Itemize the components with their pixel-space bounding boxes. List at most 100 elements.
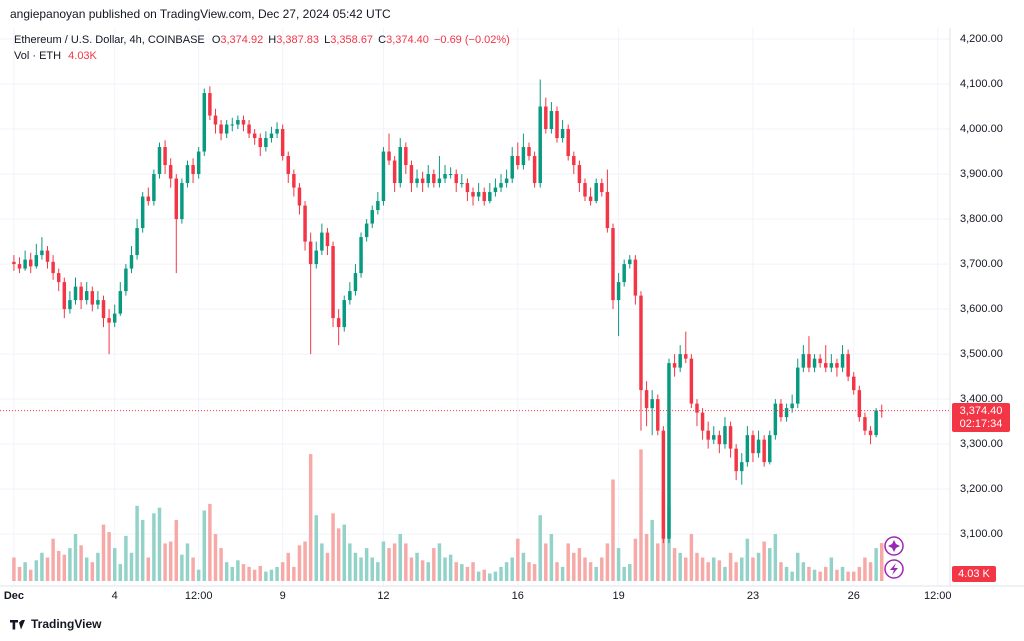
candle-body — [51, 261, 55, 274]
volume-bar — [879, 543, 884, 581]
x-tick-label: 9 — [280, 590, 286, 602]
volume-bar — [387, 548, 391, 581]
o-value: 3,374.92 — [220, 34, 263, 46]
volume-bar — [706, 562, 710, 581]
volume-bar — [588, 562, 593, 581]
candle-body — [387, 151, 391, 161]
icons[interactable] — [884, 536, 904, 579]
candle-body — [202, 93, 207, 152]
candle-body — [241, 120, 246, 125]
candle-body — [818, 358, 822, 364]
volume-bar — [762, 541, 766, 581]
volume-bar — [745, 538, 750, 581]
volume-bar — [684, 557, 688, 581]
candle-body — [135, 228, 139, 256]
l-label: L — [324, 34, 330, 46]
candle-body — [852, 376, 856, 391]
volume-bar — [79, 545, 83, 581]
candle-body — [728, 426, 733, 449]
candle-body — [538, 106, 542, 184]
candle-body — [762, 439, 766, 463]
candle-body — [12, 261, 16, 265]
candle-body — [404, 147, 408, 166]
candle-body — [824, 363, 828, 368]
volume-bar — [28, 569, 33, 581]
volume-bar — [202, 510, 207, 581]
volume-bar — [667, 505, 671, 581]
volume-bar — [269, 569, 274, 581]
x-tick-label: 12:00 — [924, 590, 952, 602]
o-label: O — [212, 34, 221, 46]
y-tick-label: 3,500.00 — [960, 348, 1003, 360]
volume-tag-text: 4.03 K — [958, 568, 990, 580]
candle-body — [112, 313, 117, 323]
x-tick-label: 19 — [612, 590, 624, 602]
candle-body — [835, 363, 839, 368]
candle-body — [219, 124, 223, 134]
candle-body — [331, 246, 335, 319]
volume-bar — [734, 562, 738, 581]
volume-bar — [420, 560, 425, 581]
candle-body — [857, 390, 862, 418]
candle-body — [297, 187, 302, 206]
volume-bar — [107, 532, 111, 581]
candle-body — [432, 174, 436, 184]
volume-bar — [84, 557, 89, 581]
brand: TradingView — [31, 617, 102, 631]
y-tick-label: 3,200.00 — [960, 483, 1003, 495]
candle-body — [348, 291, 352, 301]
logo — [10, 620, 25, 630]
volume-bar — [622, 566, 626, 581]
volume-bar — [129, 552, 134, 581]
y-tick-label: 4,100.00 — [960, 78, 1003, 90]
volume-bar — [521, 552, 526, 581]
publisher-line: angiepanoyan published on TradingView.co… — [10, 7, 391, 21]
candle-body — [157, 147, 162, 175]
volume-bar — [566, 543, 570, 581]
change: −0.69 (−0.02%) — [434, 34, 510, 46]
volume-bar — [185, 543, 190, 581]
candle-body — [874, 410, 878, 436]
y-tick-label: 3,100.00 — [960, 528, 1003, 540]
price-tag: 3,374.40 02:17:34 — [952, 403, 1010, 432]
volume-bar — [208, 503, 212, 581]
candle-body — [577, 165, 582, 184]
candle-body — [163, 147, 167, 166]
y-tick-label: 3,300.00 — [960, 438, 1003, 450]
volume-bar — [236, 560, 240, 581]
candle-body — [258, 138, 263, 148]
volume-bar — [398, 534, 402, 581]
volume-bar — [348, 543, 352, 581]
price-tag-countdown: 02:17:34 — [960, 418, 1003, 430]
candle-body — [185, 165, 190, 184]
volume-bar — [499, 566, 503, 581]
candle-body — [544, 106, 548, 130]
candle-body — [437, 178, 442, 184]
volume-bar — [488, 573, 492, 581]
volume-bar — [314, 515, 318, 581]
volume-bar — [415, 552, 419, 581]
candle-body — [583, 183, 587, 197]
volume-bar — [23, 562, 27, 581]
volume-bar — [471, 562, 475, 581]
volume-bar — [219, 548, 223, 581]
candle-body — [572, 156, 576, 166]
volume-legend: Vol · ETH 4.03K — [14, 50, 98, 62]
volume-tag-box — [952, 566, 996, 582]
volume-bar — [818, 571, 822, 581]
volume-bar — [600, 557, 604, 581]
candle-body — [493, 187, 498, 193]
volume-bar — [544, 543, 548, 581]
candle-body — [180, 183, 184, 220]
volume-bar — [258, 565, 263, 581]
candle-body — [415, 178, 419, 184]
volume-bar — [17, 566, 22, 581]
volume-bar — [135, 505, 139, 581]
volume-bar — [196, 569, 201, 581]
volume-bar — [846, 571, 850, 581]
volume-bar — [572, 552, 576, 581]
volume-bar — [336, 528, 341, 581]
grid — [0, 28, 950, 586]
candle-body — [23, 259, 27, 269]
